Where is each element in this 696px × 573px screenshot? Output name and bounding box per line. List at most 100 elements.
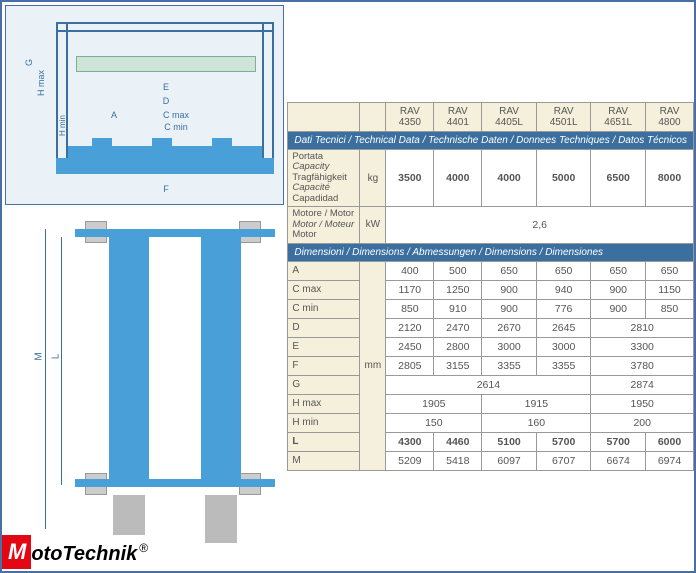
dim-row-label: D — [288, 318, 360, 337]
dim-row-label: L — [288, 432, 360, 451]
dim-value: 6707 — [536, 451, 591, 470]
dim-value: 2120 — [386, 318, 434, 337]
dim-value: 3000 — [536, 337, 591, 356]
capacity-value: 3500 — [386, 150, 434, 207]
diagram-plan-view: M L — [5, 211, 284, 568]
dim-value: 4300 — [386, 432, 434, 451]
dim-value: 3355 — [482, 356, 537, 375]
dim-row-label: M — [288, 451, 360, 470]
capacity-value: 4000 — [482, 150, 537, 207]
dim-value: 2645 — [536, 318, 591, 337]
dim-value: 910 — [434, 299, 482, 318]
dim-row-label: H min — [288, 413, 360, 432]
dim-value: 6674 — [591, 451, 646, 470]
dim-value: 2810 — [591, 318, 694, 337]
logo: MotoTechnik® — [2, 535, 192, 571]
dim-value: 200 — [591, 413, 694, 432]
dim-value: 400 — [386, 261, 434, 280]
dim-row-label: H max — [288, 394, 360, 413]
dim-value: 3300 — [591, 337, 694, 356]
dim-row-label: F — [288, 356, 360, 375]
dim-row-label: A — [288, 261, 360, 280]
dim-value: 1905 — [386, 394, 482, 413]
left-panel: G H max H min E D A C max C min F — [2, 2, 287, 571]
model-header: RAV4405L — [482, 103, 537, 132]
capacity-value: 4000 — [434, 150, 482, 207]
dim-value: 6974 — [645, 451, 693, 470]
dim-value: 5100 — [482, 432, 537, 451]
dim-value: 150 — [386, 413, 482, 432]
dim-e: E — [146, 82, 186, 92]
motor-value: 2,6 — [386, 207, 694, 243]
model-header: RAV4800 — [645, 103, 693, 132]
dim-value: 650 — [482, 261, 537, 280]
capacity-value: 6500 — [591, 150, 646, 207]
section-technical-data: Dati Tecnici / Technical Data / Technisc… — [288, 132, 694, 150]
dim-value: 2874 — [591, 375, 694, 394]
dim-value: 6000 — [645, 432, 693, 451]
dim-row-label: C min — [288, 299, 360, 318]
capacity-value: 5000 — [536, 150, 591, 207]
capacity-unit: kg — [360, 150, 386, 207]
dim-unit: mm — [360, 261, 386, 470]
dim-row-label: E — [288, 337, 360, 356]
dim-value: 2805 — [386, 356, 434, 375]
spec-table: RAV4350RAV4401RAV4405LRAV4501LRAV4651LRA… — [287, 102, 694, 471]
model-header: RAV4501L — [536, 103, 591, 132]
dim-value: 2614 — [386, 375, 591, 394]
dim-g: G — [24, 59, 34, 66]
motor-label: Motore / MotorMotor / MoteurMotor — [288, 207, 360, 243]
dim-value: 1150 — [645, 280, 693, 299]
dim-value: 160 — [482, 413, 591, 432]
dim-d: D — [146, 96, 186, 106]
dim-value: 900 — [591, 299, 646, 318]
dim-f: F — [146, 184, 186, 194]
dim-value: 850 — [645, 299, 693, 318]
dim-hmax: H max — [36, 70, 46, 96]
dim-row-label: G — [288, 375, 360, 394]
dim-value: 1950 — [591, 394, 694, 413]
dim-value: 1170 — [386, 280, 434, 299]
dim-value: 5700 — [536, 432, 591, 451]
dim-value: 5418 — [434, 451, 482, 470]
dim-cmin: C min — [156, 122, 196, 132]
dim-value: 650 — [591, 261, 646, 280]
dim-value: 900 — [591, 280, 646, 299]
dim-value: 900 — [482, 280, 537, 299]
dim-a: A — [104, 110, 124, 120]
dim-value: 900 — [482, 299, 537, 318]
dim-value: 3780 — [591, 356, 694, 375]
capacity-value: 8000 — [645, 150, 693, 207]
dim-value: 5700 — [591, 432, 646, 451]
page-container: G H max H min E D A C max C min F — [0, 0, 696, 573]
capacity-label: PortataCapacityTragfähigkeitCapacitéCapa… — [288, 150, 360, 207]
dim-value: 1915 — [482, 394, 591, 413]
dim-value: 3155 — [434, 356, 482, 375]
dim-hmin: H min — [58, 115, 67, 136]
dim-value: 650 — [536, 261, 591, 280]
right-panel: RAV4350RAV4401RAV4405LRAV4501LRAV4651LRA… — [287, 2, 694, 571]
model-header: RAV4401 — [434, 103, 482, 132]
dim-value: 650 — [645, 261, 693, 280]
dim-l: L — [50, 354, 61, 360]
dim-value: 500 — [434, 261, 482, 280]
motor-unit: kW — [360, 207, 386, 243]
model-header: RAV4651L — [591, 103, 646, 132]
section-dimensions: Dimensioni / Dimensions / Abmessungen / … — [288, 243, 694, 261]
dim-value: 6097 — [482, 451, 537, 470]
dim-value: 1250 — [434, 280, 482, 299]
dim-value: 850 — [386, 299, 434, 318]
dim-value: 2470 — [434, 318, 482, 337]
dim-value: 2670 — [482, 318, 537, 337]
model-header: RAV4350 — [386, 103, 434, 132]
dim-m: M — [34, 352, 45, 360]
dim-value: 4460 — [434, 432, 482, 451]
dim-value: 940 — [536, 280, 591, 299]
diagram-top-view: G H max H min E D A C max C min F — [5, 5, 284, 205]
dim-row-label: C max — [288, 280, 360, 299]
dim-value: 3000 — [482, 337, 537, 356]
dim-value: 2450 — [386, 337, 434, 356]
dim-value: 5209 — [386, 451, 434, 470]
dim-value: 2800 — [434, 337, 482, 356]
dim-value: 776 — [536, 299, 591, 318]
